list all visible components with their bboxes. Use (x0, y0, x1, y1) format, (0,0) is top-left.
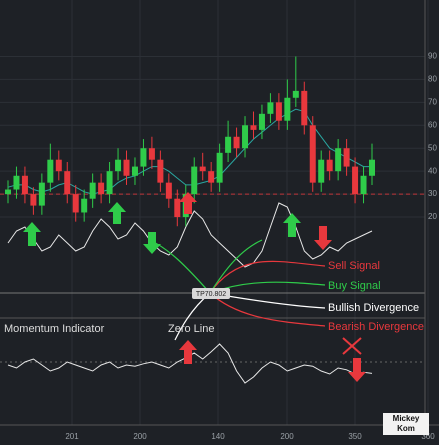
candle-body (292, 90, 299, 98)
candle-body (21, 175, 28, 195)
candle-body (30, 194, 37, 206)
y-tick-label: 50 (428, 143, 437, 152)
grid (0, 0, 429, 425)
x-tick-label: 360 (421, 432, 435, 441)
price-tag-label: TP70.802 (196, 291, 226, 298)
candle-body (301, 90, 308, 126)
candle-body (250, 125, 257, 130)
candle-body (165, 182, 172, 199)
curve (209, 292, 326, 327)
curve (209, 239, 263, 294)
candle-body (216, 152, 223, 183)
sell-arrow (179, 340, 197, 364)
y-tick-label: 60 (428, 120, 437, 129)
candle-body (318, 159, 325, 183)
candle-body (131, 166, 138, 176)
candle-body (208, 171, 215, 183)
candle-body (5, 189, 11, 195)
momentum-label: Momentum Indicator (4, 323, 105, 335)
watermark: Kom (397, 424, 415, 433)
sell-label: Sell Signal (328, 260, 380, 272)
candle-body (233, 136, 240, 149)
y-tick-label: 80 (428, 75, 437, 84)
candle-body (55, 159, 62, 172)
candle-body (64, 171, 71, 195)
candle-body (81, 198, 88, 213)
candle-body (38, 182, 45, 206)
candle-body (267, 102, 274, 114)
candle-body (343, 148, 350, 167)
candle-body (369, 159, 375, 176)
candle-body (106, 171, 113, 195)
candle-body (148, 148, 155, 160)
candle-body (335, 148, 342, 172)
y-tick-label: 40 (428, 166, 437, 175)
candle-body (157, 159, 164, 183)
x-tick-label: 200 (280, 432, 294, 441)
y-tick-label: 70 (428, 97, 437, 106)
bullish-label: Bullish Divergence (328, 302, 419, 314)
candle-body (89, 182, 96, 199)
x-tick-label: 140 (211, 432, 225, 441)
y-tick-label: 30 (428, 189, 437, 198)
oscillator (7, 202, 373, 268)
bearish-label: Bearish Divergence (328, 321, 424, 333)
cross (342, 337, 362, 355)
candle-body (242, 125, 249, 149)
candle-body (352, 166, 359, 195)
candle-body (98, 182, 105, 195)
watermark: Mickey (393, 414, 420, 423)
x-tick-label: 201 (65, 432, 79, 441)
candle-body (47, 159, 54, 183)
candle-body (174, 198, 181, 218)
candle-body (309, 125, 316, 183)
sell-arrow (314, 226, 332, 250)
candle-body (13, 175, 20, 190)
candle-body (326, 159, 333, 172)
buy-arrow (143, 232, 161, 254)
y-tick-label: 20 (428, 212, 437, 221)
watermark-box (383, 413, 429, 435)
candle-body (199, 166, 206, 172)
candle-body (72, 194, 79, 213)
candle-body (284, 97, 291, 121)
candle-body (258, 113, 265, 130)
sell-arrow (348, 358, 366, 382)
x-tick-label: 350 (348, 432, 362, 441)
candle-body (225, 136, 232, 153)
candle-body (123, 159, 130, 176)
candle-body (140, 148, 147, 167)
buy-label: Buy Signal (328, 280, 381, 292)
zero-label: Zero Line (168, 323, 214, 335)
buy-arrow (283, 213, 301, 237)
buy-arrow (108, 202, 126, 224)
signal-arrows (23, 192, 366, 382)
candle-body (115, 159, 122, 172)
candle-body (191, 166, 198, 195)
curve (209, 260, 326, 294)
x-tick-label: 200 (133, 432, 147, 441)
y-tick-label: 90 (428, 52, 437, 61)
price-tag (192, 288, 230, 299)
candle-body (275, 102, 282, 121)
buy-arrow (23, 222, 41, 246)
sell-arrow (179, 192, 197, 214)
candle-body (360, 175, 367, 195)
